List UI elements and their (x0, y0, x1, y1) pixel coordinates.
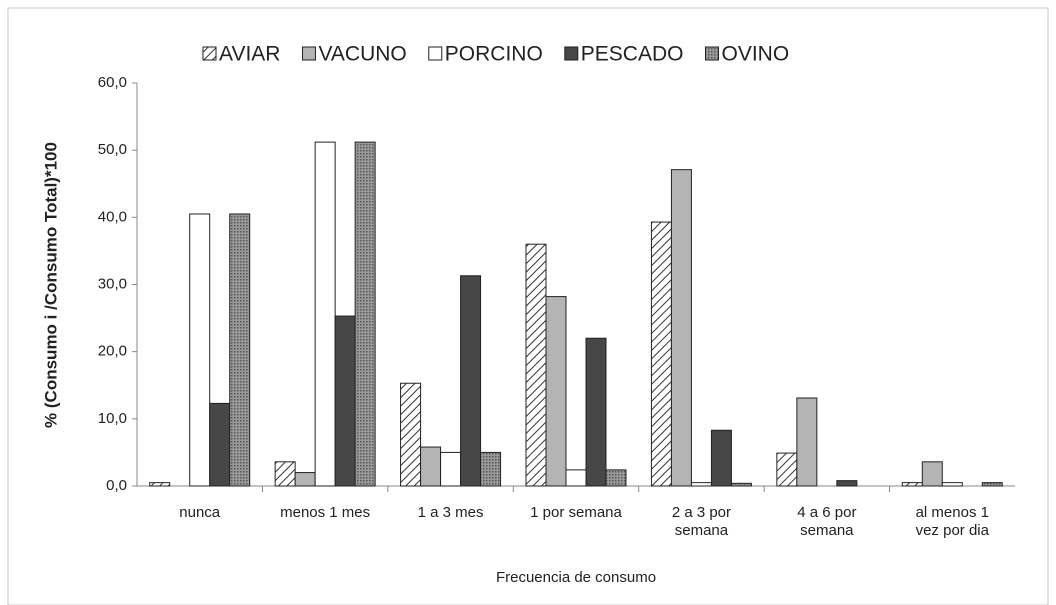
bar (314, 141, 336, 487)
x-tick-label: 2 a 3 por semana (671, 504, 732, 539)
legend-label: PORCINO (445, 43, 543, 66)
bar (585, 337, 607, 487)
bar (460, 275, 482, 487)
bar (400, 382, 422, 487)
bar (921, 461, 943, 487)
legend-swatch (301, 46, 316, 61)
legend-label: AVIAR (219, 43, 280, 66)
bar (776, 452, 798, 487)
bar (981, 482, 1003, 487)
x-tick-label: 1 por semana (530, 504, 622, 521)
bar (440, 451, 462, 487)
x-tick-label: 1 a 3 mes (417, 504, 484, 521)
y-tick-label: 20,0 (98, 343, 127, 360)
bar (149, 482, 171, 487)
bar (294, 472, 316, 487)
bar (565, 469, 587, 487)
bar (274, 461, 296, 487)
bar (650, 221, 672, 487)
y-tick-label: 60,0 (98, 74, 127, 91)
legend-label: PESCADO (581, 43, 684, 66)
x-tick-label: al menos 1 vez por dia (915, 504, 989, 539)
bar (730, 482, 752, 487)
bar (334, 315, 356, 487)
legend-label: OVINO (721, 43, 789, 66)
legend-swatch (704, 46, 719, 61)
bar (796, 397, 818, 487)
bar (710, 429, 732, 487)
legend-swatch (202, 46, 217, 61)
bar (420, 446, 442, 487)
bar (670, 169, 692, 487)
x-tick-label: nunca (179, 504, 221, 521)
bar (901, 482, 923, 487)
y-tick-label: 10,0 (98, 410, 127, 427)
y-tick-label: 0,0 (106, 477, 127, 494)
bar (354, 141, 376, 487)
y-tick-label: 50,0 (98, 141, 127, 158)
bar (480, 451, 502, 487)
y-tick-label: 30,0 (98, 275, 127, 292)
bar (189, 213, 211, 487)
x-axis-title: Frecuencia de consumo (496, 569, 656, 586)
x-tick-label: menos 1 mes (280, 504, 371, 521)
legend-swatch (428, 46, 443, 61)
bar (229, 213, 251, 487)
legend-swatch (564, 46, 579, 61)
bar (605, 469, 627, 487)
bar (941, 482, 963, 487)
bar (525, 243, 547, 487)
x-tick-label: 4 a 6 por semana (797, 504, 857, 539)
bar (836, 480, 858, 487)
bar (209, 402, 231, 487)
bar (690, 482, 712, 487)
bar (545, 296, 567, 487)
y-axis-title: % (Consumo i /Consumo Total)*100 (41, 142, 60, 428)
y-tick-label: 40,0 (98, 208, 127, 225)
legend-label: VACUNO (318, 43, 406, 66)
